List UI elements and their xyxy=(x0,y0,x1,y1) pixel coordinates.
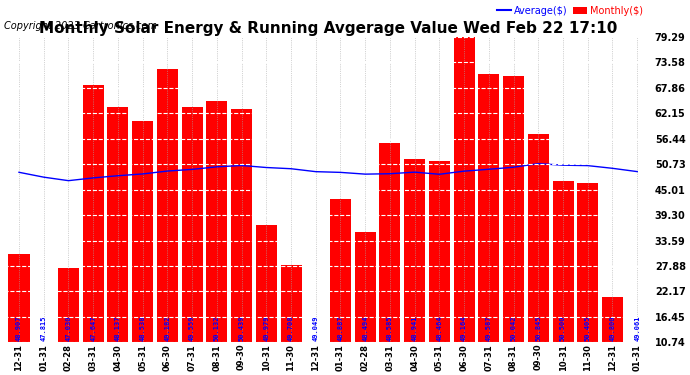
Bar xyxy=(83,85,104,375)
Bar xyxy=(330,199,351,375)
Text: 49.800: 49.800 xyxy=(609,316,615,341)
Bar xyxy=(181,107,203,375)
Text: 50.132: 50.132 xyxy=(214,316,220,341)
Text: 49.979: 49.979 xyxy=(264,316,269,341)
Text: 48.907: 48.907 xyxy=(16,316,22,341)
Bar xyxy=(602,297,623,375)
Text: 48.464: 48.464 xyxy=(436,316,442,341)
Text: 48.137: 48.137 xyxy=(115,316,121,341)
Bar xyxy=(355,232,376,375)
Bar xyxy=(503,76,524,375)
Text: 48.887: 48.887 xyxy=(337,316,344,341)
Text: 50.405: 50.405 xyxy=(584,316,591,341)
Text: 48.494: 48.494 xyxy=(362,316,368,341)
Text: 47.030: 47.030 xyxy=(66,316,72,341)
Bar xyxy=(281,266,302,375)
Text: 50.845: 50.845 xyxy=(535,316,541,341)
Legend: Average($), Monthly($): Average($), Monthly($) xyxy=(493,2,647,20)
Text: 50.439: 50.439 xyxy=(239,316,244,341)
Bar xyxy=(429,161,450,375)
Text: 48.538: 48.538 xyxy=(139,316,146,341)
Text: 49.708: 49.708 xyxy=(288,316,294,341)
Bar xyxy=(528,134,549,375)
Bar xyxy=(256,225,277,375)
Text: 47.647: 47.647 xyxy=(90,316,96,341)
Bar xyxy=(478,74,500,375)
Text: 47.815: 47.815 xyxy=(41,316,47,341)
Text: 50.042: 50.042 xyxy=(511,316,517,341)
Bar xyxy=(157,69,178,375)
Bar xyxy=(453,37,475,375)
Bar xyxy=(404,159,425,375)
Text: 49.061: 49.061 xyxy=(634,316,640,341)
Bar xyxy=(627,342,648,375)
Title: Monthly Solar Energy & Running Avgerage Value Wed Feb 22 17:10: Monthly Solar Energy & Running Avgerage … xyxy=(39,21,618,36)
Text: 49.049: 49.049 xyxy=(313,316,319,341)
Text: 49.559: 49.559 xyxy=(189,316,195,341)
Text: Copyright 2023 Cartronics.com: Copyright 2023 Cartronics.com xyxy=(4,21,157,31)
Text: 49.182: 49.182 xyxy=(164,316,170,341)
Bar xyxy=(553,181,573,375)
Bar xyxy=(231,110,252,375)
Bar xyxy=(8,254,30,375)
Bar xyxy=(33,342,55,375)
Text: 50.500: 50.500 xyxy=(560,316,566,341)
Text: 48.941: 48.941 xyxy=(412,316,417,341)
Bar xyxy=(108,107,128,375)
Bar xyxy=(58,268,79,375)
Bar xyxy=(305,342,326,375)
Text: 49.587: 49.587 xyxy=(486,316,492,341)
Text: 48.585: 48.585 xyxy=(387,316,393,341)
Bar xyxy=(578,183,598,375)
Bar xyxy=(132,121,153,375)
Bar xyxy=(380,143,400,375)
Text: 49.164: 49.164 xyxy=(461,316,467,341)
Bar xyxy=(206,100,227,375)
